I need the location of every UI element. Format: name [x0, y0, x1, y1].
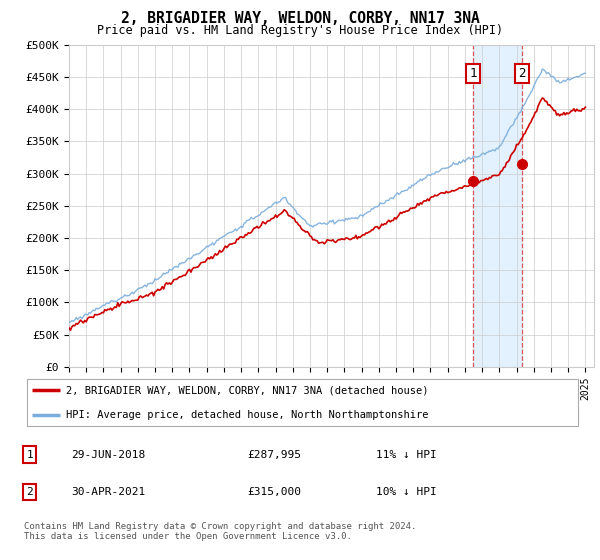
Text: Contains HM Land Registry data © Crown copyright and database right 2024.
This d: Contains HM Land Registry data © Crown c…	[24, 522, 416, 542]
Text: £287,995: £287,995	[247, 450, 301, 460]
Text: 30-APR-2021: 30-APR-2021	[71, 487, 146, 497]
Text: HPI: Average price, detached house, North Northamptonshire: HPI: Average price, detached house, Nort…	[66, 410, 428, 420]
Text: 1: 1	[26, 450, 33, 460]
Text: 11% ↓ HPI: 11% ↓ HPI	[376, 450, 436, 460]
Text: 1: 1	[470, 67, 477, 80]
FancyBboxPatch shape	[27, 379, 578, 426]
Text: 2: 2	[26, 487, 33, 497]
Text: 10% ↓ HPI: 10% ↓ HPI	[376, 487, 436, 497]
Text: Price paid vs. HM Land Registry's House Price Index (HPI): Price paid vs. HM Land Registry's House …	[97, 24, 503, 36]
Text: 2: 2	[518, 67, 526, 80]
Bar	[473, 45, 522, 367]
Text: 2, BRIGADIER WAY, WELDON, CORBY, NN17 3NA: 2, BRIGADIER WAY, WELDON, CORBY, NN17 3N…	[121, 11, 479, 26]
Text: 29-JUN-2018: 29-JUN-2018	[71, 450, 146, 460]
Text: 2, BRIGADIER WAY, WELDON, CORBY, NN17 3NA (detached house): 2, BRIGADIER WAY, WELDON, CORBY, NN17 3N…	[66, 385, 428, 395]
Text: £315,000: £315,000	[247, 487, 301, 497]
